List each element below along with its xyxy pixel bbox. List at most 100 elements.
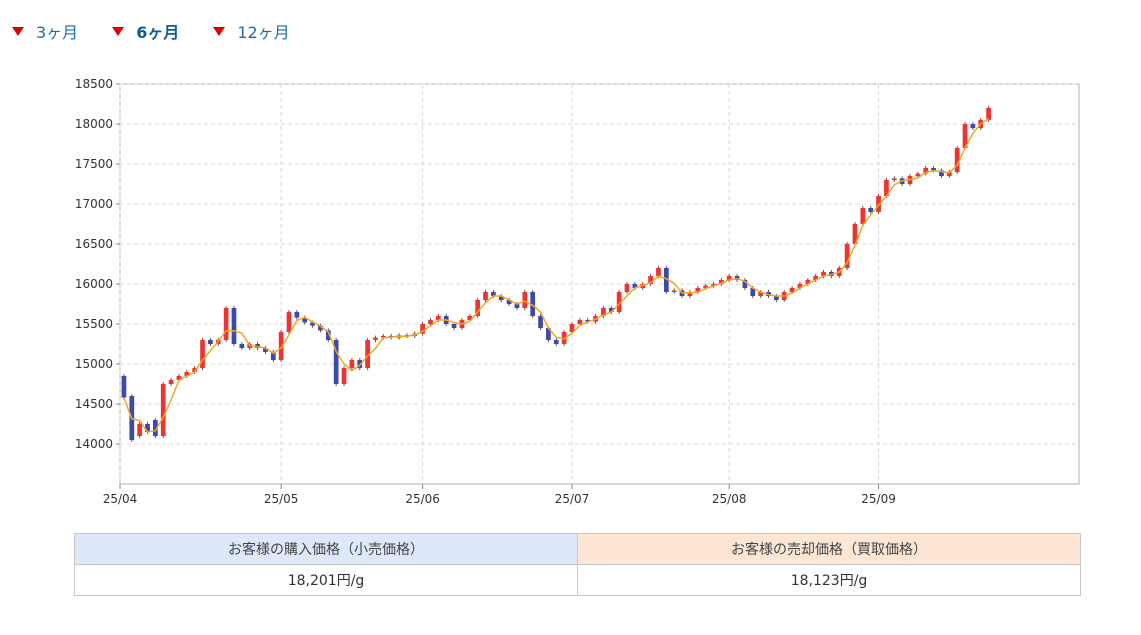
candle-body (208, 340, 213, 344)
candle-body (333, 340, 339, 384)
buy-price-value: 18,201円/g (74, 564, 578, 596)
candle-body (420, 324, 425, 334)
y-tick-label: 17500 (75, 157, 113, 171)
candle-body (160, 384, 166, 436)
candle-body (428, 320, 433, 324)
candle-body (491, 292, 496, 296)
candle-body (553, 340, 559, 344)
x-tick-label: 25/05 (264, 492, 299, 506)
candle-body (852, 224, 858, 244)
x-tick-label: 25/04 (103, 492, 138, 506)
candle-body (718, 280, 724, 284)
candle-body (530, 292, 536, 316)
candle-body (939, 170, 944, 176)
price-table: お客様の購入価格（小売価格） お客様の売却価格（買取価格） 18,201円/g … (74, 533, 1081, 596)
y-tick-label: 15000 (75, 357, 113, 371)
candle-body (608, 308, 614, 312)
candle-body (577, 320, 583, 324)
candle-body (695, 288, 701, 292)
candle-body (601, 308, 606, 316)
candle-body (373, 337, 378, 340)
candle-body (380, 336, 386, 338)
x-tick-label: 25/08 (712, 492, 747, 506)
candle-body (931, 168, 936, 171)
sell-price-value: 18,123円/g (577, 564, 1081, 596)
candle-body (514, 304, 520, 308)
candle-body (711, 284, 716, 286)
candle-body (498, 296, 504, 300)
y-tick-label: 18000 (75, 117, 113, 131)
y-tick-label: 16000 (75, 277, 113, 291)
x-tick-label: 25/07 (555, 492, 590, 506)
candle-body (200, 340, 205, 368)
candle-body (671, 290, 677, 292)
sell-price-header: お客様の売却価格（買取価格） (577, 533, 1081, 565)
candle-body (153, 420, 158, 436)
candle-body (286, 312, 292, 332)
candle-body (758, 292, 764, 296)
triangle-down-icon (213, 26, 226, 36)
candle-body (884, 180, 889, 196)
tab-3-months-label: 3ヶ月 (36, 23, 79, 42)
candle-body (821, 272, 826, 276)
candle-body (467, 316, 473, 320)
candle-body (192, 368, 198, 372)
candle-body (962, 124, 968, 148)
candle-body (325, 330, 331, 340)
y-tick-label: 14000 (75, 437, 113, 451)
candle-body (742, 280, 748, 288)
y-tick-label: 18500 (75, 77, 113, 91)
tab-12-months-label: 12ヶ月 (237, 23, 290, 42)
y-tick-label: 16500 (75, 237, 113, 251)
candle-body (750, 288, 756, 296)
tab-6-months[interactable]: 6ヶ月 (112, 19, 179, 43)
candle-body (223, 308, 229, 340)
moving-average-line (123, 117, 990, 433)
candle-body (789, 288, 795, 292)
candle-body (726, 276, 732, 280)
candle-body (318, 325, 323, 331)
candle-body (451, 324, 457, 328)
candle-body (137, 424, 143, 436)
candle-body (569, 324, 575, 332)
buy-price-header: お客様の購入価格（小売価格） (74, 533, 578, 565)
candle-body (774, 296, 779, 300)
x-tick-label: 25/09 (861, 492, 896, 506)
candle-body (663, 268, 669, 292)
candle-body (341, 368, 347, 384)
candle-body (263, 348, 268, 352)
candle-body (703, 285, 708, 288)
price-chart: 14000 14500 15000 15500 16000 16500 17000 17500… (75, 77, 1080, 506)
candle-body (860, 208, 866, 224)
y-tick-label: 17000 (75, 197, 113, 211)
candle-body (546, 328, 551, 340)
tab-6-months-label: 6ヶ月 (136, 23, 180, 42)
candle-body (844, 244, 850, 268)
candle-body (121, 376, 127, 398)
candle-body (522, 292, 528, 308)
tab-12-months[interactable]: 12ヶ月 (213, 19, 290, 43)
candle-body (616, 292, 622, 312)
candle-body (483, 292, 488, 300)
candle-body (239, 344, 245, 348)
candle-body (876, 196, 881, 212)
candle-body (946, 172, 952, 176)
tab-3-months[interactable]: 3ヶ月 (12, 19, 78, 43)
candle-body (231, 308, 237, 344)
candle-body (365, 340, 370, 368)
candle-body (923, 168, 929, 174)
candle-body (310, 322, 315, 326)
candle-body (813, 276, 819, 280)
candle-body (868, 208, 874, 212)
candle-body (970, 124, 976, 128)
y-tick-label: 14500 (75, 397, 113, 411)
candle-body (915, 173, 921, 176)
candle-body (302, 317, 308, 323)
x-tick-label: 25/06 (405, 492, 440, 506)
period-tabs: 3ヶ月 6ヶ月 12ヶ月 (12, 18, 324, 44)
candle-body (624, 284, 630, 292)
y-tick-label: 15500 (75, 317, 113, 331)
candle-body (357, 360, 363, 368)
candle-body (278, 332, 284, 360)
candle-body (648, 276, 653, 284)
